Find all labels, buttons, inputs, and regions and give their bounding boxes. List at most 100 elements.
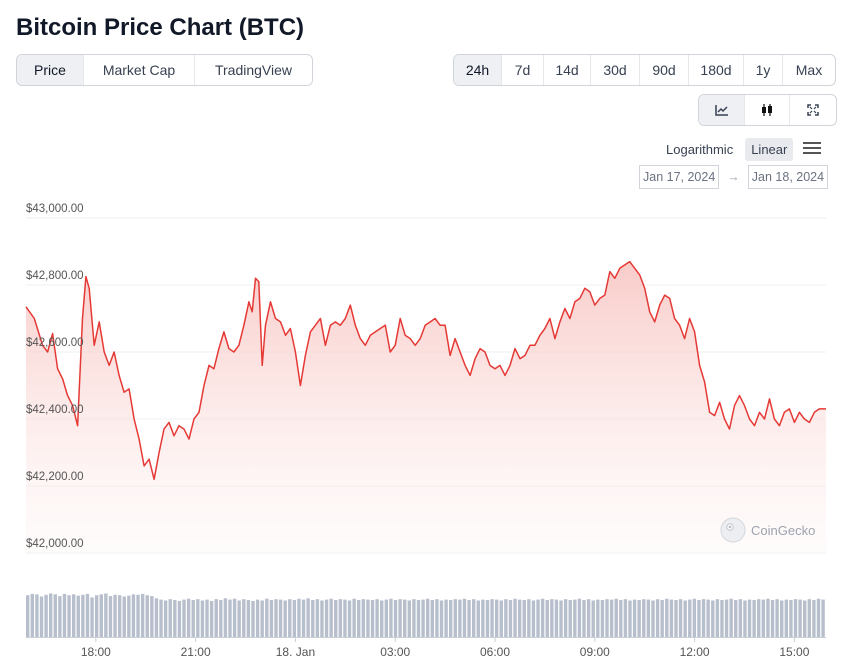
tab-market-cap[interactable]: Market Cap <box>84 55 195 85</box>
volume-bar <box>343 599 347 637</box>
volume-bar <box>812 600 816 637</box>
volume-bar <box>586 599 591 637</box>
metric-tabs: Price Market Cap TradingView <box>16 54 313 86</box>
volume-bar <box>301 599 306 637</box>
volume-bar <box>366 599 370 637</box>
y-tick-label: $42,600.00 <box>26 337 84 349</box>
range-30d[interactable]: 30d <box>591 55 640 85</box>
volume-bar <box>697 600 701 637</box>
range-7d[interactable]: 7d <box>502 55 544 85</box>
volume-bar <box>513 598 517 637</box>
volume-bar <box>214 599 218 637</box>
range-1y[interactable]: 1y <box>744 55 783 85</box>
volume-bar <box>678 599 683 637</box>
volume-bar <box>476 600 480 637</box>
volume-bar <box>90 597 94 637</box>
y-tick-label: $42,000.00 <box>26 538 84 550</box>
volume-bar <box>338 599 343 637</box>
volume-bar <box>540 598 545 637</box>
volume-bar <box>370 600 375 637</box>
volume-bar <box>416 600 421 637</box>
volume-bar <box>807 599 812 637</box>
volume-bar <box>458 599 462 637</box>
volume-bar <box>628 600 632 637</box>
volume-bar <box>462 598 467 637</box>
y-tick-label: $42,800.00 <box>26 270 84 282</box>
volume-bar <box>177 600 182 637</box>
volume-bar <box>39 596 44 637</box>
volume-bar <box>292 600 297 637</box>
x-tick-label: 06:00 <box>480 645 510 659</box>
range-max[interactable]: Max <box>795 62 823 78</box>
volume-bar <box>531 600 536 637</box>
volume-bar <box>398 599 402 637</box>
volume-bar <box>311 600 315 637</box>
range-90d[interactable]: 90d <box>640 55 689 85</box>
volume-bar <box>403 599 407 637</box>
date-range: Jan 17, 2024 → Jan 18, 2024 <box>639 165 829 189</box>
volume-bar <box>724 599 729 637</box>
tab-tradingview[interactable]: TradingView <box>214 62 293 78</box>
volume-bar <box>573 599 577 637</box>
volume-bar <box>494 599 499 637</box>
volume-bar <box>605 599 609 637</box>
volume-bar <box>637 600 641 637</box>
fullscreen-button[interactable] <box>790 95 836 125</box>
volume-bar <box>26 595 30 637</box>
chart-view-toggle <box>698 94 837 126</box>
volume-bar <box>527 599 531 637</box>
scale-linear[interactable]: Linear <box>745 137 794 161</box>
range-14d[interactable]: 14d <box>544 55 591 85</box>
volume-bar <box>665 598 669 637</box>
page-title: Bitcoin Price Chart (BTC) <box>16 14 305 41</box>
volume-bar <box>471 599 476 637</box>
volume-bar <box>265 598 269 637</box>
volume-bar <box>173 600 177 637</box>
volume-bar <box>490 599 494 637</box>
volume-bar <box>421 599 425 637</box>
tab-price[interactable]: Price <box>17 55 84 85</box>
range-180d[interactable]: 180d <box>689 55 744 85</box>
watermark-text: CoinGecko <box>751 522 816 538</box>
volume-bar <box>145 595 149 637</box>
volume-bar <box>577 598 582 637</box>
volume-bar <box>646 599 651 637</box>
y-tick-label: $43,000.00 <box>26 203 84 215</box>
candlestick-icon <box>762 104 772 116</box>
volume-bar <box>536 599 540 637</box>
scale-selector: Logarithmic Linear <box>660 136 826 162</box>
volume-bar <box>439 600 444 637</box>
volume-bar <box>246 600 251 637</box>
volume-bar <box>770 600 775 637</box>
volume-bar <box>35 594 39 637</box>
volume-bar <box>591 600 595 637</box>
volume-bar <box>85 593 90 637</box>
volume-bar <box>430 600 434 637</box>
scale-logarithmic[interactable]: Logarithmic <box>666 141 734 157</box>
volume-bar <box>159 599 163 637</box>
volume-bar <box>324 599 329 637</box>
volume-bar <box>283 600 287 637</box>
volume-bar <box>784 599 789 637</box>
volume-bar <box>315 599 320 637</box>
x-tick-label: 09:00 <box>580 645 610 659</box>
volume-bar <box>609 599 614 637</box>
date-from-input[interactable]: Jan 17, 2024 <box>639 165 720 189</box>
volume-bar <box>219 600 223 637</box>
volume-bar <box>816 598 821 637</box>
date-range-arrow: → <box>727 170 740 184</box>
volume-bar <box>223 598 228 637</box>
volume-bar <box>288 599 292 637</box>
line-chart-button[interactable] <box>699 95 745 125</box>
date-to-input[interactable]: Jan 18, 2024 <box>747 165 829 189</box>
candlestick-button[interactable] <box>745 95 790 125</box>
y-tick-label: $42,200.00 <box>26 471 84 483</box>
volume-bar <box>752 600 756 637</box>
range-24h[interactable]: 24h <box>454 55 502 85</box>
coingecko-logo-icon <box>720 517 746 543</box>
volume-bar <box>117 595 122 637</box>
volume-bar <box>269 600 274 637</box>
volume-bar <box>632 599 637 637</box>
hamburger-menu-icon[interactable] <box>803 141 822 158</box>
y-tick-label: $42,400.00 <box>26 404 84 416</box>
